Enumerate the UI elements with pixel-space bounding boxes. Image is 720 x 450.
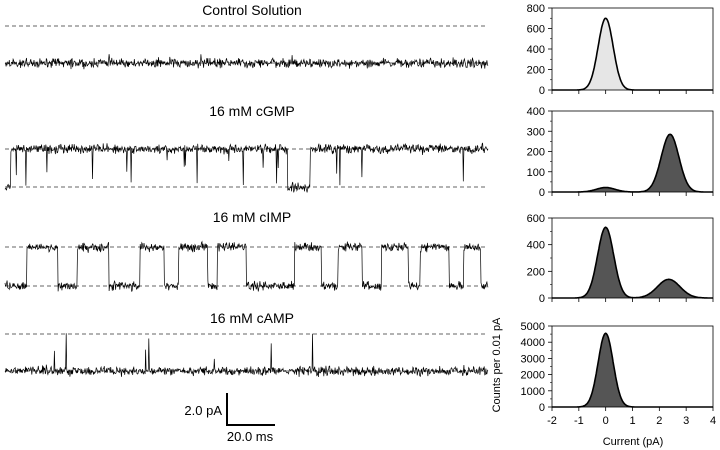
histogram-frame-2 xyxy=(551,217,714,299)
y-tick-label-1-4: 400 xyxy=(527,106,545,118)
histogram-frame-1 xyxy=(551,110,714,193)
y-tick-label-3-0: 0 xyxy=(539,402,545,414)
scale-bar-current-label: 2.0 pA xyxy=(184,403,222,418)
x-tick-label-3: 1 xyxy=(629,415,635,427)
y-tick-label-2-1: 200 xyxy=(527,266,545,278)
trace-title-cgmp: 16 mM cGMP xyxy=(209,103,295,119)
x-axis-label: Current (pA) xyxy=(603,436,664,448)
y-tick-label-3-2: 2000 xyxy=(521,370,545,382)
histogram-panel-2: 0 200 400 600 xyxy=(527,213,714,305)
histogram-fill-0 xyxy=(552,18,713,90)
trace-control xyxy=(4,54,489,70)
histogram-frame-3 xyxy=(551,325,714,408)
histogram-curve-0 xyxy=(552,17,713,91)
trace-title-camp: 16 mM cAMP xyxy=(210,310,294,326)
trace-cgmp xyxy=(4,142,489,193)
y-tick-label-3-4: 4000 xyxy=(521,337,545,349)
trace-camp xyxy=(4,333,489,378)
y-tick-label-1-0: 0 xyxy=(539,187,545,199)
trace-cimp xyxy=(4,240,489,292)
y-tick-label-0-3: 600 xyxy=(527,24,545,36)
y-tick-label-0-4: 800 xyxy=(527,3,545,15)
y-tick-label-1-3: 300 xyxy=(527,126,545,138)
histogram-fill-2 xyxy=(552,227,713,298)
x-tick-label-5: 3 xyxy=(683,415,689,427)
y-tick-label-1-2: 200 xyxy=(527,147,545,159)
y-tick-label-3-1: 1000 xyxy=(521,386,545,398)
y-tick-label-3-5: 5000 xyxy=(521,321,545,333)
histogram-curve-1 xyxy=(552,133,713,193)
histogram-panels: 0200400600800010020030040002004006000100… xyxy=(521,3,717,427)
y-tick-label-0-0: 0 xyxy=(539,85,545,97)
y-tick-label-2-0: 0 xyxy=(539,293,545,305)
histogram-panel-0: 0 200 400 600 800 xyxy=(527,3,714,97)
histogram-frame-0 xyxy=(551,7,714,91)
y-tick-label-0-1: 200 xyxy=(527,65,545,77)
histogram-fill-1 xyxy=(552,134,713,192)
trace-title-control: Control Solution xyxy=(202,2,302,18)
histogram-panel-1: 0 100 200 300 400 xyxy=(527,106,714,199)
histogram-fill-3 xyxy=(552,333,713,407)
x-tick-label-0: -2 xyxy=(547,415,557,427)
x-tick-label-2: 0 xyxy=(603,415,609,427)
histogram-curve-3 xyxy=(552,332,713,408)
histogram-panel-3: 0 1000 2000 3000 4000 5000 -2 -1 0 1 2 3 4 xyxy=(521,321,717,427)
histogram-curve-2 xyxy=(552,226,713,299)
y-tick-label-2-3: 600 xyxy=(527,213,545,225)
scale-bar: 2.0 pA 20.0 ms xyxy=(184,393,275,444)
scale-bar-time-label: 20.0 ms xyxy=(227,429,274,444)
y-tick-label-1-1: 100 xyxy=(527,167,545,179)
x-tick-label-6: 4 xyxy=(710,415,716,427)
y-axis-label: Counts per 0.01 pA xyxy=(491,317,503,412)
x-tick-label-1: -1 xyxy=(574,415,584,427)
y-tick-label-2-2: 400 xyxy=(527,240,545,252)
x-tick-label-4: 2 xyxy=(656,415,662,427)
y-tick-label-3-3: 3000 xyxy=(521,353,545,365)
trace-title-cimp: 16 mM cIMP xyxy=(213,209,292,225)
y-tick-label-0-2: 400 xyxy=(527,44,545,56)
